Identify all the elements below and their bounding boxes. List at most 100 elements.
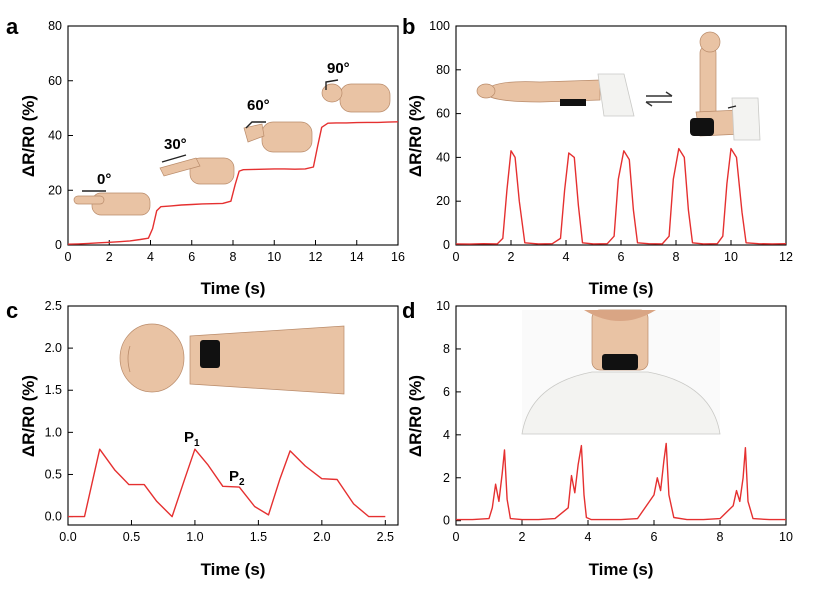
y-tick-label: 0 [443,238,450,252]
y-tick-label: 1.5 [45,383,62,397]
series-lines-d [456,442,786,521]
x-tick-label: 10 [724,250,738,264]
peak-p1-letter: P [184,429,194,446]
y-tick-label: 8 [443,342,450,356]
finger-30-degree-photo [159,154,235,185]
plot-frame-d [455,305,787,526]
x-tick-label: 4 [563,250,570,264]
x-tick-label: 0.5 [123,530,140,544]
finger-0-degree-photo [73,190,151,216]
x-tick-label: 8 [717,530,724,544]
y-tick-label: 10 [436,299,450,313]
y-tick-label: 100 [429,19,450,33]
panel-letter-d: d [402,298,415,323]
panel-c: c 0.0 0.5 1.0 1.5 2.0 2.5 0.0 0.5 1.0 1.5 2.0 2.5 P… [6,298,399,579]
tick-labels-d: 0 2 4 6 8 10 0 2 4 6 8 10 [436,299,793,544]
x-tick-label: 6 [618,250,625,264]
arm-bent-photo [690,31,761,141]
y-axis-title-a: ΔR/R0 (%) [19,95,38,177]
x-tick-label: 16 [391,250,405,264]
ticks-a [67,25,399,246]
y-tick-label: 0 [55,238,62,252]
y-axis-title-c: ΔR/R0 (%) [19,375,38,457]
peak-p1-subscript: 1 [194,438,200,449]
x-tick-label: 0 [65,250,72,264]
y-tick-label: 2.5 [45,299,62,313]
tick-labels-b: 0 2 4 6 8 10 12 0 20 40 60 80 100 [429,19,793,264]
x-axis-title-a: Time (s) [201,279,266,298]
x-tick-label: 10 [779,530,793,544]
x-tick-label: 6 [651,530,658,544]
x-axis-title-d: Time (s) [589,560,654,579]
series-lines-b [455,147,787,245]
panel-letter-c: c [6,298,18,323]
x-tick-label: 10 [267,250,281,264]
annotation-0-deg: 0° [97,171,111,188]
x-tick-label: 14 [350,250,364,264]
y-tick-label: 40 [436,150,450,164]
x-tick-label: 8 [673,250,680,264]
x-tick-label: 2.0 [313,530,330,544]
bend-arrows-icon [645,91,673,107]
panel-d: d 0 2 4 6 8 10 0 2 4 6 8 10 Time (s) ΔR/R0 (%) [402,298,793,579]
wrist-sensor-photo [119,323,345,395]
x-tick-label: 2 [519,530,526,544]
x-tick-label: 1.0 [186,530,203,544]
neck-sensor-photo [521,309,721,435]
x-tick-label: 2.5 [377,530,394,544]
panel-letter-b: b [402,14,415,39]
panel-a: a 0 2 4 6 8 10 12 14 16 0 20 40 60 80 0° 30° 60° [6,14,405,298]
x-axis-title-b: Time (s) [589,279,654,298]
x-axis-title-c: Time (s) [201,560,266,579]
y-tick-label: 0.0 [45,510,62,524]
x-tick-label: 0.0 [59,530,76,544]
panel-letter-a: a [6,14,19,39]
tick-labels-c: 0.0 0.5 1.0 1.5 2.0 2.5 0.0 0.5 1.0 1.5 2.0 2.5 [45,299,394,544]
y-tick-label: 20 [48,183,62,197]
x-tick-label: 4 [147,250,154,264]
series-lines-c [68,448,386,518]
plot-frame-c [67,305,399,526]
finger-90-degree-photo [321,79,391,113]
series-line [456,442,786,521]
x-tick-label: 8 [230,250,237,264]
y-tick-label: 60 [436,107,450,121]
peak-p1-label: P1 [184,429,200,449]
series-line [455,147,787,245]
peak-p2-letter: P [229,468,239,485]
annotation-60-deg: 60° [247,97,270,114]
y-axis-title-b: ΔR/R0 (%) [406,95,425,177]
x-tick-label: 2 [106,250,113,264]
annotation-90-deg: 90° [327,60,350,77]
ticks-d [455,305,787,525]
x-tick-label: 2 [508,250,515,264]
x-tick-label: 12 [779,250,793,264]
panel-b: b 0 2 4 6 8 10 12 0 20 40 60 80 100 Time (s) ΔR/R0 (… [402,14,793,298]
y-tick-label: 4 [443,428,450,442]
y-tick-label: 60 [48,74,62,88]
peak-p2-label: P2 [229,468,245,488]
y-tick-label: 2.0 [45,341,62,355]
tick-labels-a: 0 2 4 6 8 10 12 14 16 0 20 40 60 80 [48,19,405,264]
y-axis-title-d: ΔR/R0 (%) [406,375,425,457]
y-tick-label: 40 [48,129,62,143]
y-tick-label: 20 [436,194,450,208]
y-tick-label: 0.5 [45,467,62,481]
series-line [68,448,386,518]
ticks-b [455,25,787,246]
series-lines-a [67,121,399,245]
x-tick-label: 12 [309,250,323,264]
x-tick-label: 4 [585,530,592,544]
x-tick-label: 6 [188,250,195,264]
y-tick-label: 80 [48,19,62,33]
x-tick-label: 0 [453,530,460,544]
y-tick-label: 2 [443,471,450,485]
peak-p2-subscript: 2 [239,477,245,488]
y-tick-label: 0 [443,514,450,528]
arm-straight-photo [476,73,635,117]
series-line [67,121,399,245]
x-tick-label: 1.5 [250,530,267,544]
y-tick-label: 6 [443,385,450,399]
y-tick-label: 80 [436,63,450,77]
